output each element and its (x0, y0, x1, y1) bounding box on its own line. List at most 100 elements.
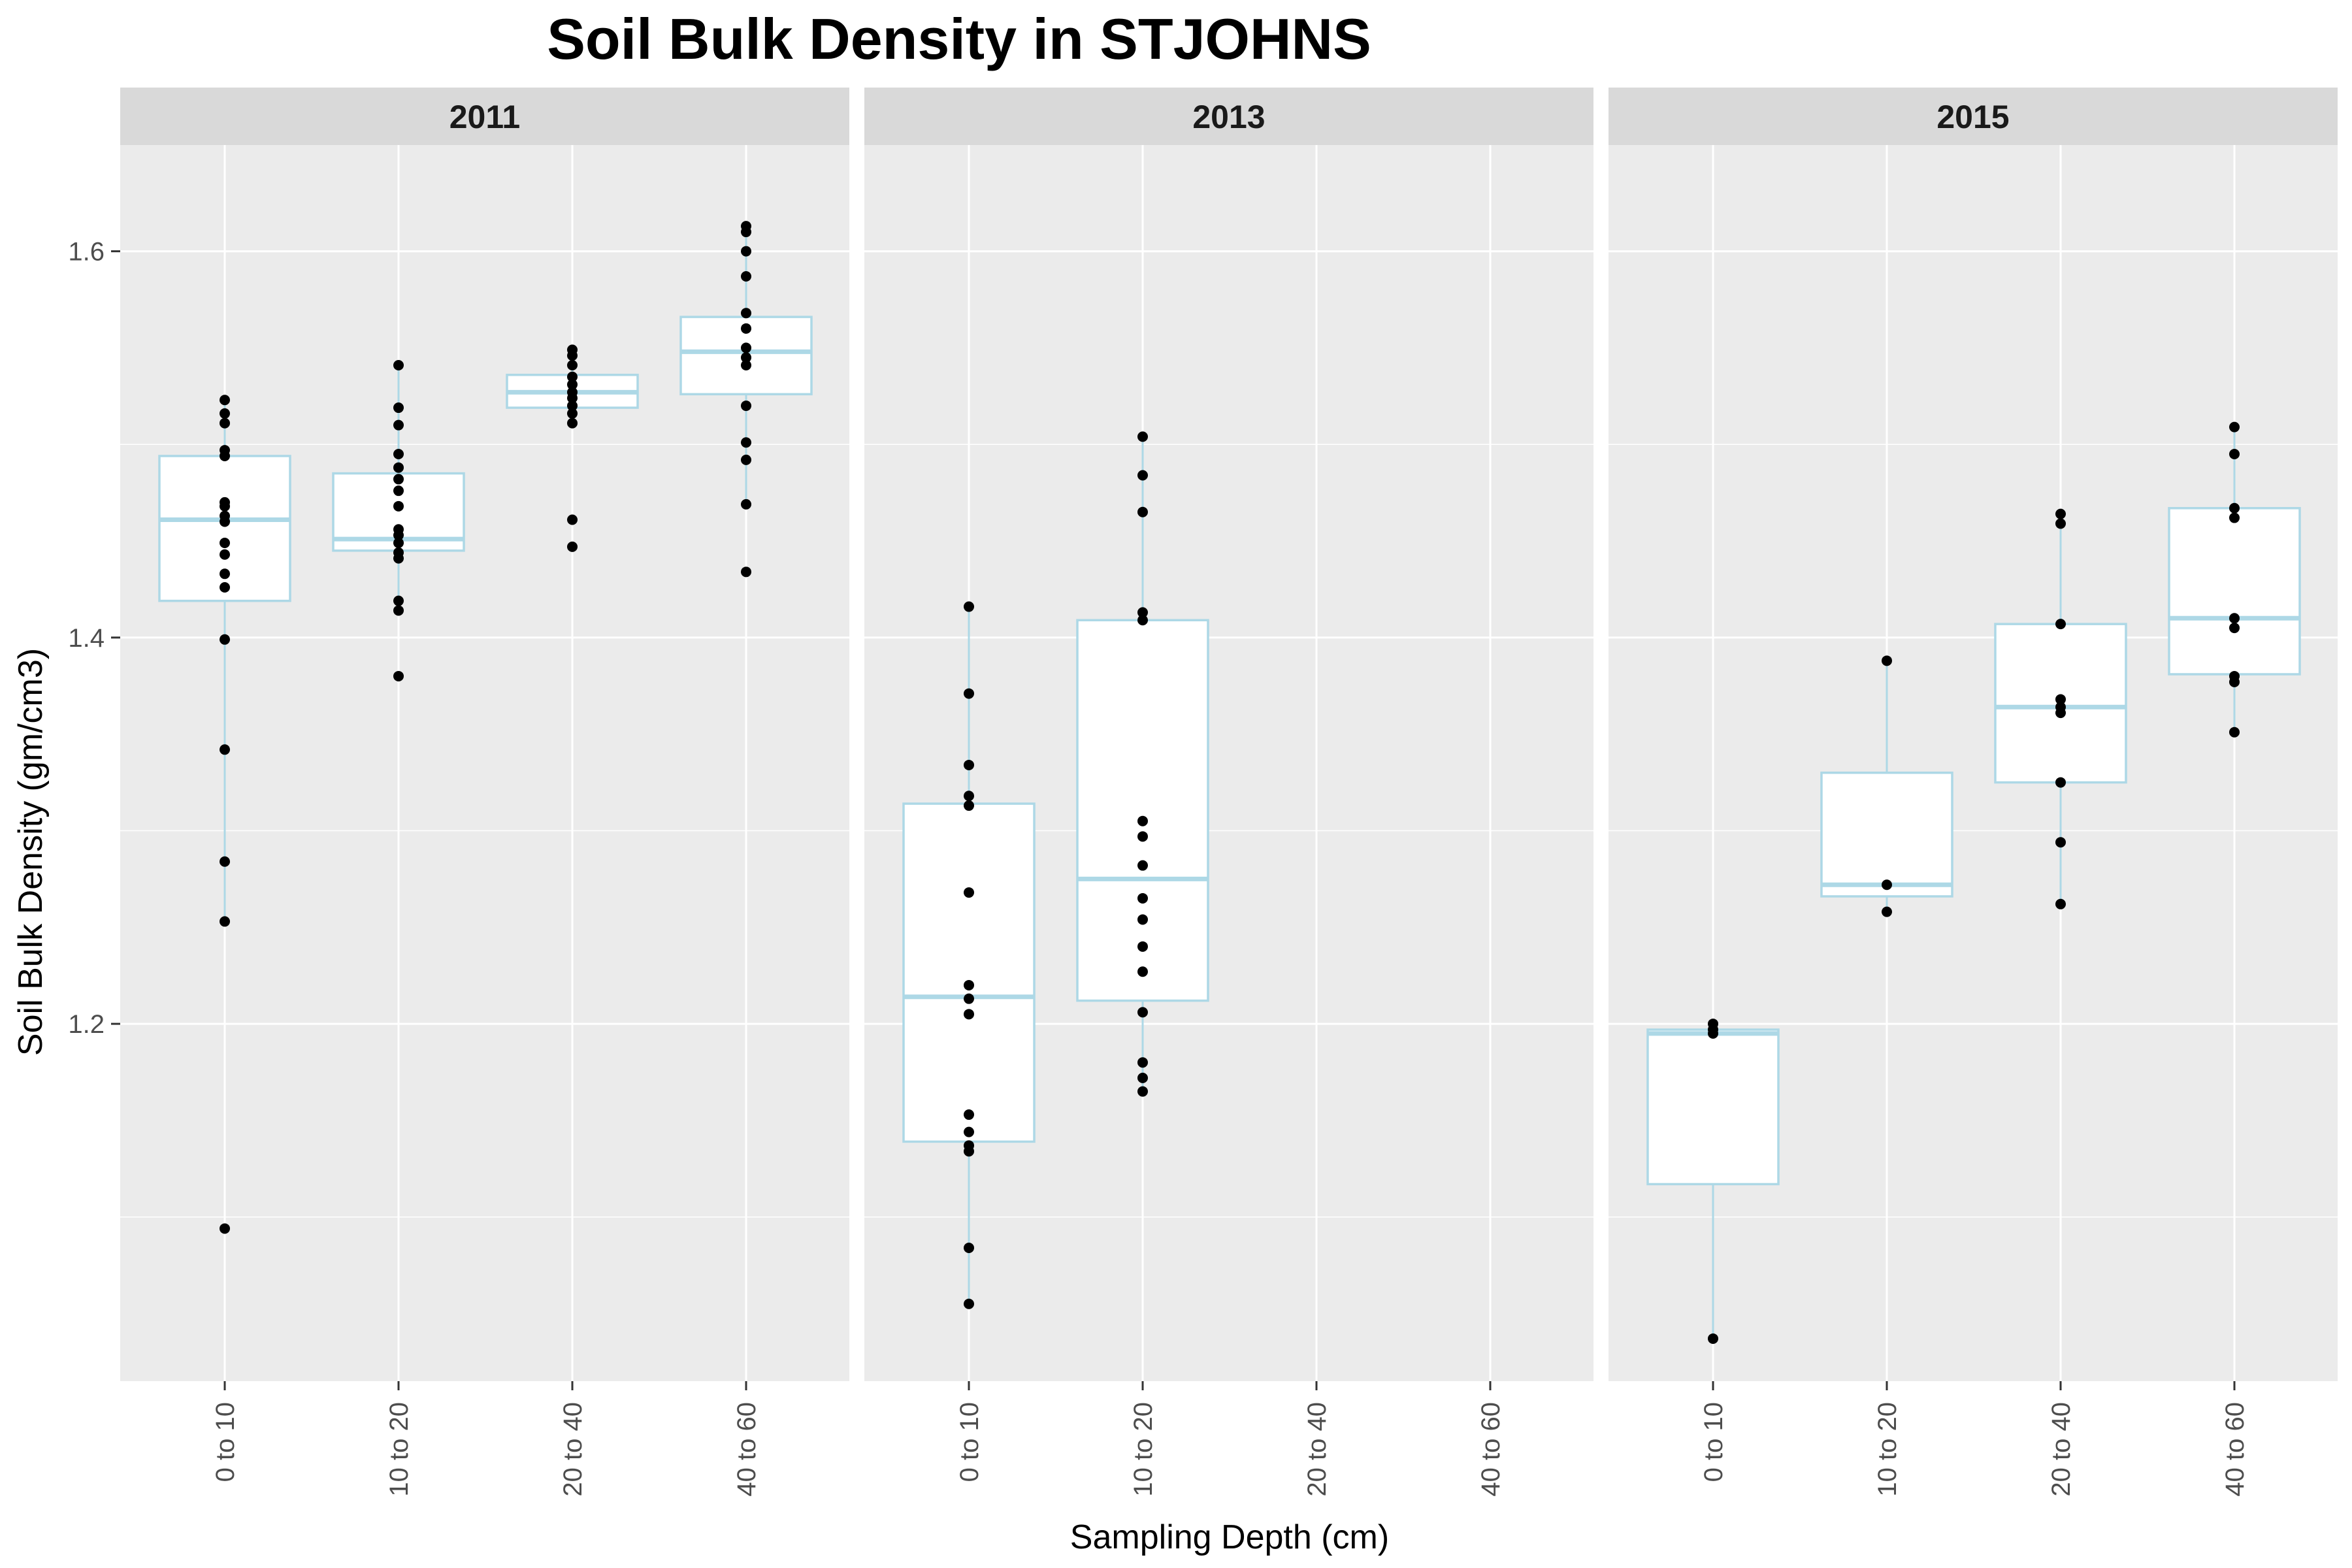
data-point (567, 360, 578, 371)
data-point (741, 400, 751, 412)
data-point (964, 1243, 974, 1254)
data-point (220, 568, 230, 580)
data-point (393, 537, 404, 548)
data-point (567, 408, 578, 419)
box-iqr (1646, 1028, 1780, 1186)
data-point (220, 516, 230, 527)
box-iqr (1076, 619, 1209, 1002)
data-point (220, 744, 230, 755)
data-point (393, 605, 404, 616)
data-point (220, 916, 230, 927)
panel-background (864, 145, 1593, 1381)
data-point (1137, 615, 1148, 626)
data-point (741, 454, 751, 465)
data-point (393, 500, 404, 512)
facet-strip-label: 2015 (1936, 99, 2009, 135)
facet-panel-2013: 2013 0 to 10 10 to 20 20 to 40 40 to 60 (864, 88, 1593, 1497)
data-point (1137, 1007, 1148, 1018)
data-point (964, 979, 974, 990)
data-point (220, 634, 230, 645)
data-point (1137, 470, 1148, 481)
data-point (1882, 655, 1892, 666)
data-point (393, 449, 404, 459)
data-point (741, 246, 751, 257)
data-point (393, 419, 404, 431)
x-axis-title: Sampling Depth (cm) (1070, 1518, 1389, 1556)
facet-strip (1609, 88, 2338, 145)
data-point (964, 601, 974, 612)
data-point (1137, 892, 1148, 904)
data-point (741, 227, 751, 238)
y-tick-label: 1.4 (68, 624, 105, 653)
data-point (2229, 727, 2240, 738)
facet-strip-label: 2013 (1192, 99, 1265, 135)
data-point (1137, 831, 1148, 842)
data-point (741, 352, 751, 363)
data-point (2055, 518, 2066, 529)
x-tick-label: 20 to 40 (1303, 1402, 1331, 1497)
y-tick-label: 1.2 (68, 1010, 105, 1039)
data-point (1137, 815, 1148, 826)
data-point (964, 759, 974, 770)
x-tick-label: 40 to 60 (2221, 1402, 2249, 1497)
x-tick-label: 0 to 10 (1699, 1402, 1728, 1482)
data-point (567, 400, 578, 412)
x-tick-label: 10 to 20 (1129, 1402, 1158, 1497)
facet-strip (864, 88, 1593, 145)
data-point (1137, 966, 1148, 977)
data-point (567, 514, 578, 525)
data-point (741, 437, 751, 448)
data-point (741, 498, 751, 510)
data-point (2229, 613, 2240, 624)
data-point (964, 688, 974, 699)
data-point (2055, 708, 2066, 719)
box-2011-10-to-20 (332, 360, 465, 681)
facet-panels: 2011 0 to 10 10 to 20 20 to 40 40 to 60 2013 0… (120, 88, 2338, 1497)
data-point (393, 462, 404, 473)
x-tick-label: 0 to 10 (955, 1402, 984, 1482)
data-point (1137, 607, 1148, 618)
y-tick-label: 1.6 (68, 238, 105, 267)
data-point (1137, 506, 1148, 517)
chart-title: Soil Bulk Density in STJOHNS (547, 7, 1371, 71)
data-point (220, 1223, 230, 1234)
data-point (2055, 898, 2066, 909)
x-tick-label: 10 to 20 (385, 1402, 414, 1497)
data-point (2055, 508, 2066, 519)
x-tick-label: 40 to 60 (732, 1402, 761, 1497)
data-point (741, 308, 751, 319)
data-point (1882, 906, 1892, 917)
data-point (567, 379, 578, 390)
data-point (220, 450, 230, 461)
data-point (2229, 623, 2240, 634)
x-tick-label: 40 to 60 (1477, 1402, 1505, 1497)
data-point (2229, 502, 2240, 514)
data-point (1882, 879, 1892, 890)
data-point (2055, 619, 2066, 630)
data-point (220, 581, 230, 593)
data-point (1708, 1028, 1718, 1039)
data-point (741, 271, 751, 282)
data-point (393, 474, 404, 485)
data-point (2229, 449, 2240, 459)
data-point (741, 323, 751, 334)
data-point (1137, 941, 1148, 952)
data-point (964, 1109, 974, 1120)
data-point (1137, 431, 1148, 442)
x-tick-label: 0 to 10 (211, 1402, 240, 1482)
data-point (964, 1009, 974, 1020)
y-axis-title: Soil Bulk Density (gm/cm3) (12, 648, 50, 1056)
x-tick-label: 20 to 40 (2047, 1402, 2076, 1497)
data-point (2229, 512, 2240, 523)
data-point (220, 417, 230, 429)
data-point (741, 342, 751, 353)
data-point (567, 371, 578, 382)
data-point (1137, 914, 1148, 925)
data-point (393, 553, 404, 564)
data-point (567, 393, 578, 404)
data-point (741, 566, 751, 578)
data-point (393, 670, 404, 681)
data-point (2055, 694, 2066, 705)
box-2015-20-to-40 (1994, 508, 2127, 909)
box-iqr (2168, 507, 2301, 676)
